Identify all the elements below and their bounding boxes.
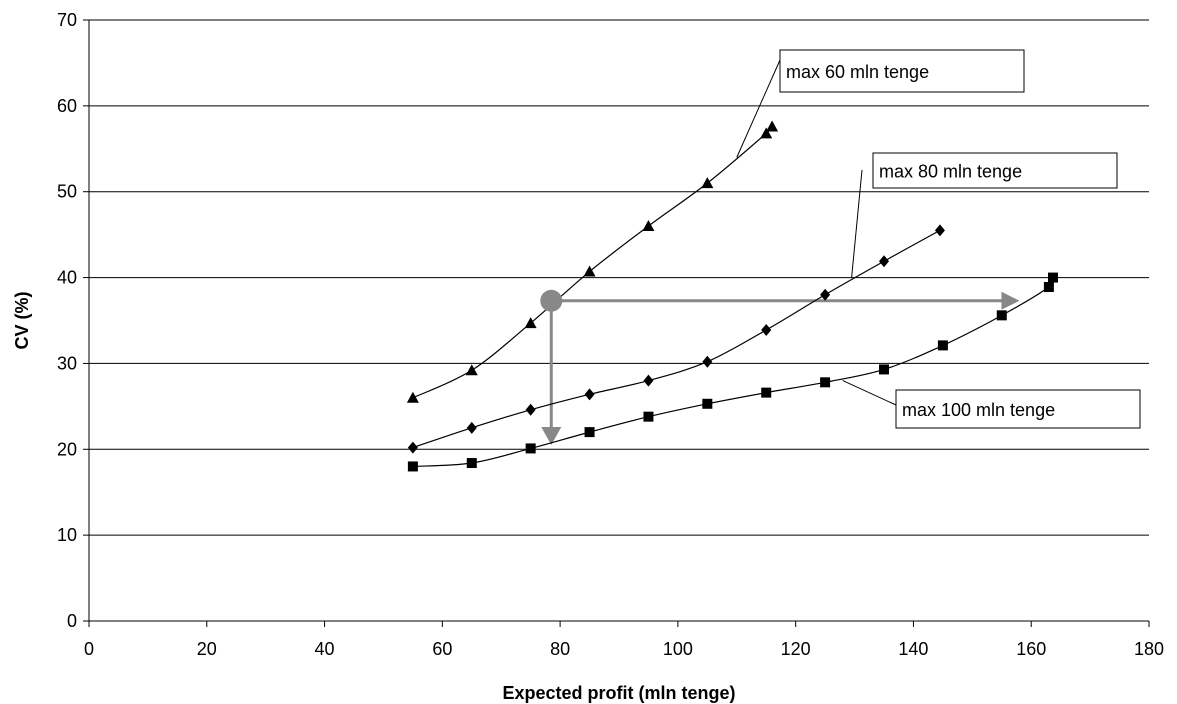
data-point	[406, 391, 419, 403]
data-point	[524, 317, 537, 329]
data-point	[879, 364, 889, 375]
y-tick-label: 40	[57, 268, 77, 288]
series-group	[406, 120, 1059, 472]
data-point	[996, 310, 1007, 321]
data-point	[937, 340, 948, 351]
callout-label: max 60 mln tenge	[786, 62, 929, 82]
data-point	[934, 224, 945, 237]
data-point	[820, 288, 831, 301]
x-tick-label: 80	[550, 639, 570, 659]
data-point	[1048, 272, 1059, 283]
y-tick-label: 50	[57, 182, 77, 202]
data-point	[760, 127, 773, 139]
callout-1: max 60 mln tenge	[736, 49, 1025, 158]
data-point	[820, 377, 831, 388]
data-point	[466, 421, 477, 434]
callout-box	[895, 389, 1141, 429]
callout-3: max 100 mln tenge	[842, 380, 1141, 429]
x-tick-label: 60	[432, 639, 452, 659]
data-point	[879, 255, 889, 268]
series-diamond	[407, 224, 945, 454]
callout-box	[779, 49, 1025, 93]
axes	[83, 19, 1150, 627]
y-tick-label: 30	[57, 353, 77, 373]
x-tick-label: 120	[781, 639, 811, 659]
x-tick-label: 40	[315, 639, 335, 659]
data-point	[407, 441, 418, 454]
series-line	[412, 126, 774, 399]
series-triangle	[406, 120, 779, 403]
data-point	[702, 398, 713, 409]
data-point	[584, 388, 595, 401]
x-tick-label: 0	[84, 639, 94, 659]
arrow-down-head	[541, 426, 562, 445]
data-point	[466, 458, 477, 469]
data-point	[407, 461, 418, 472]
callout-leader	[842, 380, 897, 406]
y-tick-label: 10	[57, 525, 77, 545]
callout-leader	[851, 169, 863, 278]
callout-leader	[736, 59, 781, 158]
data-point	[642, 220, 655, 232]
data-point	[702, 355, 713, 368]
data-point	[525, 403, 536, 416]
callout-box	[872, 152, 1118, 189]
series-line	[412, 277, 1055, 468]
y-tick-label: 20	[57, 439, 77, 459]
arrow-right-head	[1001, 291, 1020, 310]
callout-label: max 100 mln tenge	[902, 400, 1055, 420]
callout-label: max 80 mln tenge	[879, 162, 1022, 182]
tick-labels: 0 10 20 30 40 50 60 70 0 20 40 60 80 100 120 140 160 180	[57, 10, 1164, 659]
callout-2: max 80 mln tenge	[851, 152, 1118, 278]
x-tick-label: 20	[197, 639, 217, 659]
x-axis-title: Expected profit (mln tenge)	[502, 683, 735, 703]
data-point	[584, 427, 595, 438]
highlight-point	[540, 289, 563, 312]
data-point	[701, 177, 714, 189]
grid	[89, 19, 1149, 536]
y-axis-title: CV (%)	[12, 291, 32, 349]
series-square	[407, 272, 1059, 472]
data-point	[643, 411, 654, 422]
data-point	[761, 323, 772, 336]
x-tick-label: 100	[663, 639, 693, 659]
data-point	[1043, 282, 1054, 293]
x-tick-label: 160	[1016, 639, 1046, 659]
data-point	[761, 387, 772, 398]
y-tick-label: 60	[57, 96, 77, 116]
series-line	[412, 229, 941, 449]
annotation-arrows	[541, 291, 1020, 445]
y-tick-label: 0	[67, 611, 77, 631]
data-point	[766, 120, 779, 132]
callouts: max 60 mln tenge max 80 mln tenge max 100 …	[736, 49, 1141, 429]
x-tick-label: 180	[1134, 639, 1164, 659]
x-tick-label: 140	[898, 639, 928, 659]
data-point	[583, 265, 596, 277]
y-tick-label: 70	[57, 10, 77, 30]
data-point	[643, 374, 654, 387]
data-point	[525, 443, 536, 454]
data-point	[465, 364, 478, 376]
